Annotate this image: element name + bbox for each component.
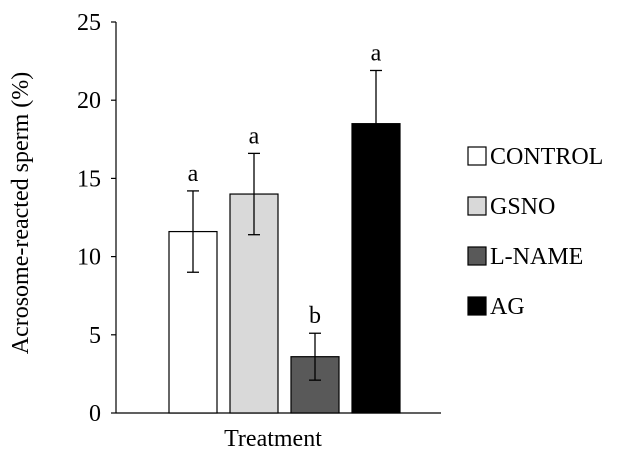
significance-letter: b — [309, 303, 321, 329]
legend: CONTROL GSNO L-NAME AG — [467, 144, 603, 320]
legend-item-control: CONTROL — [467, 144, 603, 170]
y-axis-label: Acrosome-reacted sperm (%) — [8, 72, 34, 355]
significance-letter: a — [188, 161, 199, 187]
error-bar — [309, 332, 321, 381]
y-tick-label: 20 — [77, 88, 101, 114]
error-bar — [187, 190, 199, 273]
legend-swatch — [467, 296, 487, 316]
y-tick-label: 0 — [89, 401, 101, 427]
legend-swatch — [467, 196, 487, 216]
legend-swatch — [467, 246, 487, 266]
y-tick-label: 25 — [77, 10, 101, 36]
legend-label: AG — [490, 294, 525, 320]
legend-item-ag: AG — [467, 294, 525, 320]
y-tick-label: 15 — [77, 166, 101, 192]
legend-label: CONTROL — [490, 144, 603, 170]
legend-label: GSNO — [490, 194, 555, 220]
y-axis-ticks: 0 5 10 15 20 25 — [77, 10, 116, 427]
legend-item-gsno: GSNO — [467, 194, 555, 220]
bars-group: a a b a — [168, 40, 401, 414]
error-bar — [370, 69, 382, 178]
y-tick-label: 5 — [89, 323, 101, 349]
significance-letter: a — [371, 40, 382, 66]
legend-label: L-NAME — [490, 244, 583, 270]
error-bar — [248, 152, 260, 236]
legend-item-l-name: L-NAME — [467, 244, 583, 270]
legend-swatch — [467, 146, 487, 166]
x-axis-label: Treatment — [224, 426, 322, 452]
y-tick-label: 10 — [77, 245, 101, 271]
significance-letter: a — [249, 123, 260, 149]
